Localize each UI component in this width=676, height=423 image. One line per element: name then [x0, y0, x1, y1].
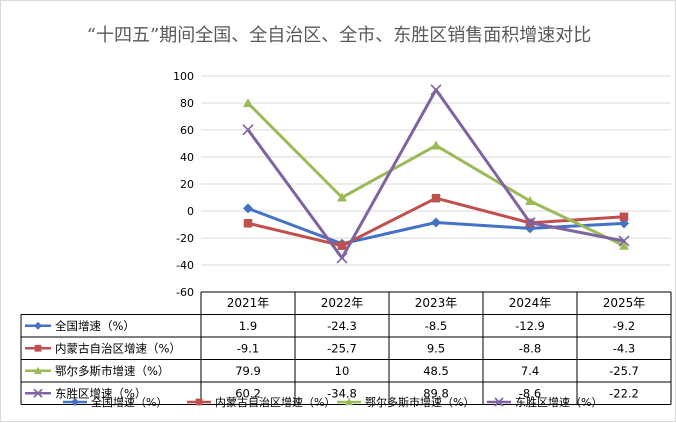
- data-label: 7.4: [521, 364, 539, 378]
- data-point: [618, 235, 630, 247]
- data-label: -9.2: [613, 319, 635, 333]
- y-tick-label: 80: [180, 97, 194, 110]
- data-label: -34.8: [327, 386, 357, 400]
- x-tick-label: 2023年: [415, 296, 458, 310]
- y-tick-label: 20: [180, 178, 194, 191]
- table-series-name: 内蒙古自治区增速（%）: [55, 341, 181, 355]
- x-tick-label: 2022年: [321, 296, 364, 310]
- data-point: [431, 217, 441, 228]
- chart-title: “十四五”期间全国、全自治区、全市、东胜区销售面积增速对比: [86, 25, 592, 46]
- legend-label: 东胜区增速（%）: [515, 395, 602, 409]
- legend-label: 鄂尔多斯市增速（%）: [365, 395, 474, 409]
- table-legend-marker: [34, 344, 42, 352]
- data-point: [431, 140, 441, 150]
- data-point: [243, 98, 253, 108]
- data-point: [336, 252, 348, 264]
- table-legend-marker: [34, 366, 42, 374]
- data-label: -9.1: [237, 341, 259, 355]
- data-label: 79.9: [235, 364, 261, 378]
- series-line: [246, 88, 625, 260]
- data-label: 10: [335, 364, 350, 378]
- x-tick-label: 2025年: [603, 296, 646, 310]
- y-tick-label: 0: [187, 205, 194, 218]
- data-point: [430, 84, 442, 96]
- data-label: 48.5: [423, 364, 449, 378]
- data-point: [431, 193, 441, 203]
- legend-label: 内蒙古自治区增速（%）: [215, 395, 335, 409]
- data-label: 89.8: [423, 386, 449, 400]
- x-tick-label: 2021年: [227, 296, 270, 310]
- data-point: [524, 217, 536, 229]
- data-label: 60.2: [235, 386, 261, 400]
- y-tick-label: -40: [176, 259, 194, 272]
- legend-marker: [71, 398, 79, 406]
- y-tick-label: 60: [180, 124, 194, 137]
- data-label: -25.7: [609, 364, 639, 378]
- table-series-name: 全国增速（%）: [55, 319, 135, 333]
- data-point: [337, 241, 347, 250]
- data-label: -8.6: [519, 386, 541, 400]
- table-legend-marker: [34, 321, 42, 330]
- y-tick-label: 100: [173, 70, 194, 83]
- table-series-name: 鄂尔多斯市增速（%）: [55, 364, 169, 378]
- data-label: -22.2: [609, 386, 639, 400]
- data-label: -25.7: [327, 341, 357, 355]
- legend-marker: [494, 397, 504, 407]
- table-legend-marker: [33, 388, 43, 398]
- y-tick-label: -20: [176, 232, 194, 245]
- data-label: -8.5: [425, 319, 447, 333]
- y-tick-label: -60: [176, 286, 194, 299]
- data-point: [619, 212, 629, 222]
- data-label: -12.9: [515, 319, 545, 333]
- data-point: [337, 192, 347, 202]
- data-point: [243, 219, 253, 228]
- data-point: [525, 196, 535, 206]
- legend-marker: [345, 398, 353, 406]
- legend-marker: [195, 398, 203, 406]
- table-series-name: 东胜区增速（%）: [55, 386, 146, 400]
- data-label: -4.3: [613, 341, 635, 355]
- legend-label: 全国增速（%）: [91, 395, 167, 409]
- x-tick-label: 2024年: [509, 296, 552, 310]
- data-point: [243, 203, 253, 214]
- data-label: -8.8: [519, 341, 541, 355]
- data-point: [242, 124, 254, 136]
- data-label: 1.9: [239, 319, 257, 333]
- data-label: 9.5: [427, 341, 445, 355]
- data-label: -24.3: [327, 319, 357, 333]
- data-point: [619, 240, 629, 250]
- y-tick-label: 40: [180, 151, 194, 164]
